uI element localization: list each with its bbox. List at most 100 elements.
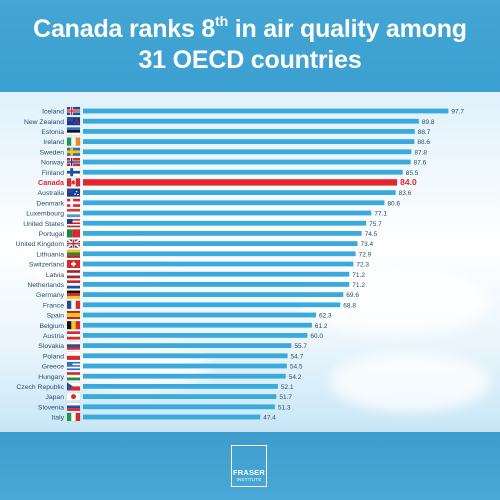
title-line1-start: Canada ranks 8 xyxy=(33,15,216,43)
value-label: 51.7 xyxy=(279,394,292,401)
title-line2: 31 OECD countries xyxy=(138,46,362,74)
chart-title: Canada ranks 8th in air quality among 31… xyxy=(0,14,500,76)
bar-chart: Iceland 97.7 New Zealand 89.8 Estonia 88.7 Ire… xyxy=(16,106,464,422)
value-label: 97.7 xyxy=(451,109,464,116)
value-label: 88.6 xyxy=(417,139,430,146)
country-label: France xyxy=(43,302,64,309)
country-label: Norway xyxy=(41,160,65,167)
bar xyxy=(83,302,341,308)
bar xyxy=(83,108,449,114)
portugal-flag-icon xyxy=(66,229,81,238)
austria-flag-icon xyxy=(66,331,81,340)
value-label: 80.6 xyxy=(387,200,400,207)
country-label: Portugal xyxy=(39,231,65,238)
logo-name: FRASER xyxy=(232,468,266,477)
value-label: 83.6 xyxy=(399,190,412,197)
value-label: 85.5 xyxy=(406,170,419,177)
poland-flag-icon xyxy=(66,351,81,360)
country-label: Greece xyxy=(42,364,65,371)
value-label: 71.2 xyxy=(352,282,365,289)
country-label: Germany xyxy=(36,292,65,299)
country-label: Luxembourg xyxy=(26,211,64,218)
title-ordinal-suffix: th xyxy=(215,12,228,29)
country-label: New Zealand xyxy=(24,119,64,126)
bar xyxy=(83,190,396,195)
new-zealand-flag-icon xyxy=(66,116,81,126)
bar xyxy=(83,179,398,186)
value-label: 54.2 xyxy=(289,374,302,381)
value-label: 47.4 xyxy=(263,415,276,422)
belgium-flag-icon xyxy=(66,321,81,330)
logo-subtitle: INSTITUTE xyxy=(236,477,262,482)
bar xyxy=(83,220,367,226)
country-label: Australia xyxy=(38,190,65,197)
value-label: 60.0 xyxy=(310,333,323,340)
bar xyxy=(83,343,292,348)
hungary-flag-icon xyxy=(66,372,81,381)
value-label: 72.3 xyxy=(356,262,369,269)
ireland-flag-icon xyxy=(66,137,81,146)
iceland-flag-icon xyxy=(66,106,81,116)
bar xyxy=(83,210,372,216)
bar xyxy=(83,139,415,144)
country-label: Netherlands xyxy=(27,282,64,289)
country-label: Spain xyxy=(47,313,65,320)
luxembourg-flag-icon xyxy=(66,208,81,218)
bar xyxy=(83,373,286,379)
value-label: 88.7 xyxy=(418,129,431,136)
header-banner: Canada ranks 8th in air quality among 31… xyxy=(0,0,500,92)
value-label: 54.7 xyxy=(291,353,304,360)
bar xyxy=(83,292,344,297)
value-label: 72.9 xyxy=(359,251,372,258)
bar xyxy=(83,261,354,267)
slovenia-flag-icon xyxy=(66,402,81,411)
greece-flag-icon xyxy=(66,361,81,371)
value-label: 84.0 xyxy=(400,177,417,187)
finland-flag-icon xyxy=(66,167,81,177)
switzerland-flag-icon xyxy=(66,259,81,269)
country-label: Hungary xyxy=(38,374,64,381)
country-label: Latvia xyxy=(46,272,64,279)
value-label: 68.8 xyxy=(343,302,356,309)
bar xyxy=(83,322,312,328)
united-states-flag-icon xyxy=(66,218,81,228)
country-label: Finland xyxy=(42,170,65,177)
bar xyxy=(83,169,403,175)
denmark-flag-icon xyxy=(66,198,81,208)
bar xyxy=(83,333,308,338)
value-label: 51.3 xyxy=(278,404,291,411)
bar xyxy=(83,282,350,287)
bar xyxy=(83,118,419,124)
bar xyxy=(83,353,288,359)
value-label: 75.7 xyxy=(369,221,382,228)
country-label: Belgium xyxy=(39,323,64,330)
bar xyxy=(83,414,261,420)
slovakia-flag-icon xyxy=(66,341,81,350)
bar xyxy=(83,159,411,165)
country-label: Japan xyxy=(45,394,64,401)
chart-panel: Iceland 97.7 New Zealand 89.8 Estonia 88.7 Ire… xyxy=(0,92,500,432)
country-label: Slovakia xyxy=(38,343,64,350)
bar xyxy=(83,312,317,318)
czech-republic-flag-icon xyxy=(66,382,81,391)
canada-flag-icon xyxy=(66,178,81,187)
bar xyxy=(83,129,415,134)
country-label: Sweden xyxy=(39,149,64,156)
cloud-decoration xyxy=(300,267,490,337)
germany-flag-icon xyxy=(66,290,81,299)
title-line1-end: in air quality among xyxy=(227,15,467,43)
italy-flag-icon xyxy=(66,412,81,422)
latvia-flag-icon xyxy=(66,270,81,279)
bar xyxy=(83,231,362,236)
bar xyxy=(83,149,412,155)
country-label: United Kingdom xyxy=(16,241,65,248)
value-label: 74.5 xyxy=(365,231,378,238)
france-flag-icon xyxy=(66,300,81,309)
country-label: Ireland xyxy=(43,139,64,146)
bar xyxy=(83,271,350,277)
country-label: Denmark xyxy=(36,200,64,207)
lithuania-flag-icon xyxy=(66,249,81,259)
netherlands-flag-icon xyxy=(66,280,81,289)
value-label: 87.6 xyxy=(414,160,427,167)
fraser-institute-logo: FRASER INSTITUTE xyxy=(231,445,267,487)
